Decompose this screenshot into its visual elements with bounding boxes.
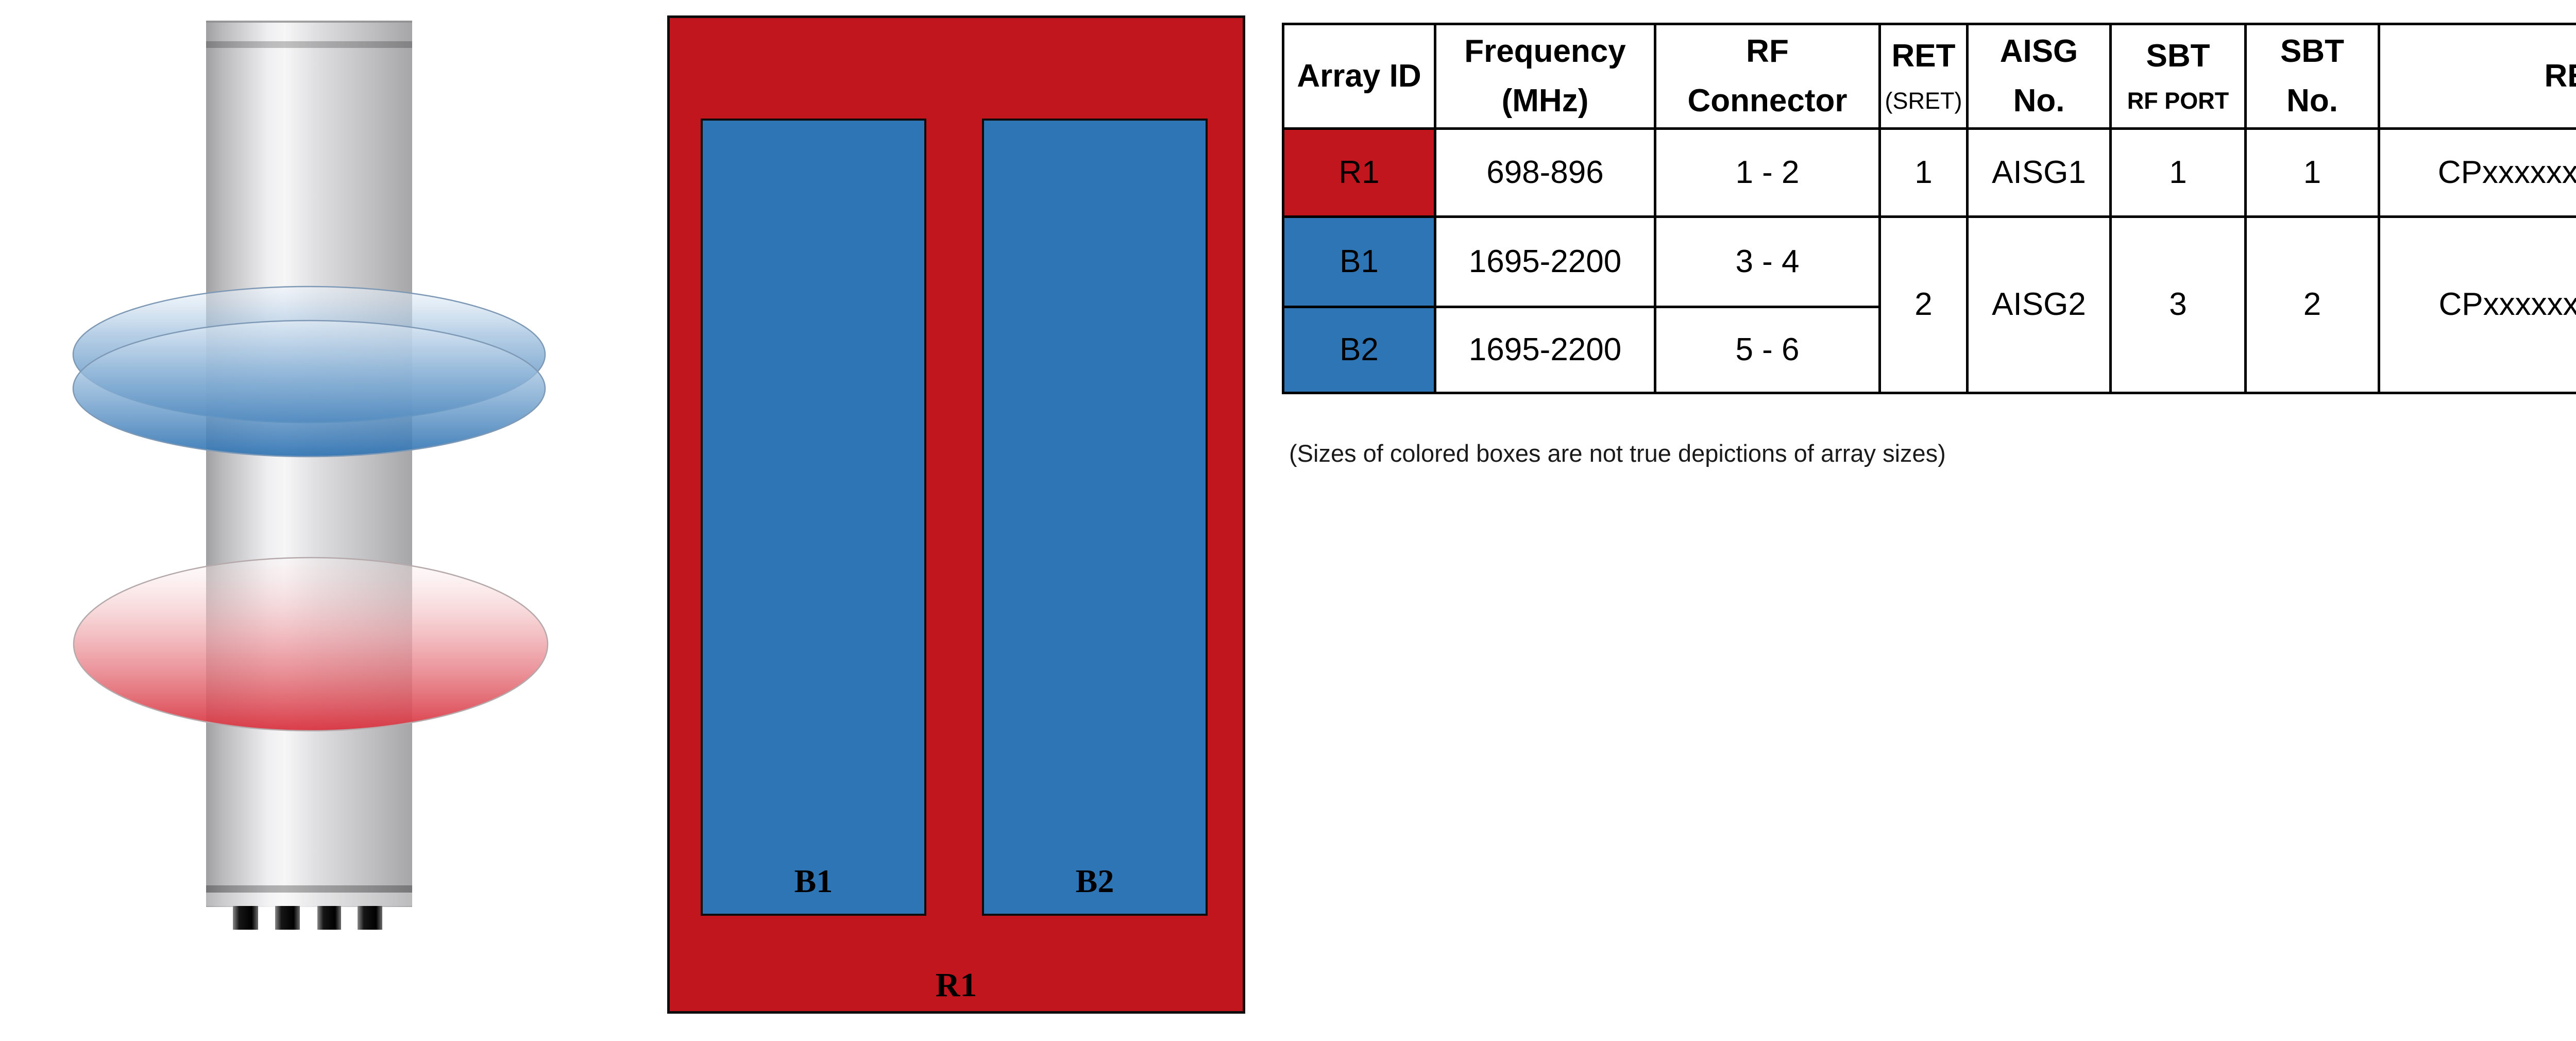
header-frequency-line1: Frequency	[1464, 33, 1626, 69]
header-rf-line2: Connector	[1687, 83, 1848, 119]
cell-frequency-b2: 1695-2200	[1434, 306, 1656, 394]
header-rf-connector: RF Connector	[1654, 23, 1881, 130]
array-config-table: Array ID Frequency (MHz) RF Connector RE…	[1282, 23, 2576, 394]
cell-aisg-r1: AISG1	[1966, 127, 2112, 218]
antenna-top-rim	[206, 41, 412, 48]
header-frequency: Frequency (MHz)	[1434, 23, 1656, 130]
blue-beam-ellipse	[72, 320, 546, 458]
cell-rf-connector-r1: 1 - 2	[1654, 127, 1881, 218]
antenna-foot	[358, 906, 382, 930]
antenna-cylinder	[206, 21, 412, 907]
header-array-id: Array ID	[1282, 23, 1436, 130]
cell-sbt-port-r1: 1	[2109, 127, 2247, 218]
header-ret-uid-label: RET UID	[2544, 58, 2576, 94]
size-disclaimer-note: (Sizes of colored boxes are not true dep…	[1289, 440, 1946, 467]
header-aisg-line1: AISG	[1999, 33, 2078, 69]
header-array-id-label: Array ID	[1297, 58, 1421, 94]
array-box-b2-label: B2	[1075, 863, 1114, 899]
table-row-b2: B2 1695-2200 5 - 6	[1282, 306, 2576, 394]
table-row-r1: R1 698-896 1 - 2 1 AISG1 1 1 CPxxxxxxxxx…	[1282, 127, 2576, 218]
array-box-b1-label: B1	[794, 863, 833, 899]
header-ret-uid: RET UID	[2378, 23, 2576, 130]
cell-rf-connector-b2: 5 - 6	[1654, 306, 1881, 394]
header-sret-line2: (SRET)	[1885, 88, 1962, 114]
antenna-base-band	[206, 893, 412, 906]
header-ret-line1: RET	[1891, 38, 1956, 74]
table-header-row: Array ID Frequency (MHz) RF Connector RE…	[1282, 23, 2576, 130]
cell-ret-r1: 1	[1878, 127, 1969, 218]
cell-ret-uid-r1: CPxxxxxxxxxxxxxxxxR1	[2378, 127, 2576, 218]
cell-aisg-b-merged: AISG2	[1966, 215, 2112, 394]
cell-ret-uid-b-merged: CPxxxxxxxxxxxxxxxxB1	[2378, 215, 2576, 394]
header-frequency-line2: (MHz)	[1501, 83, 1589, 119]
header-sbt-no: SBT No.	[2244, 23, 2380, 130]
table-row-b1: B1 1695-2200 3 - 4 2 AISG2 3 2 CPxxxxxxx…	[1282, 215, 2576, 394]
cell-ret-b-merged: 2	[1878, 215, 1969, 394]
header-rf-line1: RF	[1746, 33, 1789, 69]
cell-sbt-no-b-merged: 2	[2244, 215, 2380, 394]
red-beam-ellipse	[73, 557, 549, 732]
antenna-foot	[275, 906, 300, 930]
cell-array-id-r1: R1	[1282, 127, 1436, 218]
header-sbt-rf-port: SBT RF PORT	[2109, 23, 2247, 130]
cell-array-id-b1: B1	[1282, 215, 1436, 308]
header-sbt-port-line2: RF PORT	[2127, 88, 2229, 114]
array-box-b1: B1	[701, 119, 926, 916]
header-aisg-no: AISG No.	[1966, 23, 2112, 130]
antenna-bottom-rim	[206, 885, 412, 893]
array-box-b2: B2	[982, 119, 1208, 916]
antenna-top-edge	[206, 21, 412, 23]
antenna-foot	[317, 906, 341, 930]
header-ret-sret: RET (SRET)	[1878, 23, 1969, 130]
cell-array-id-b2: B2	[1282, 306, 1436, 394]
header-sbt-no-line1: SBT	[2280, 33, 2344, 69]
cell-frequency-b1: 1695-2200	[1434, 215, 1656, 308]
array-box-r1-label: R1	[935, 966, 977, 1004]
array-box-r1: B1 B2 R1	[667, 15, 1245, 1014]
header-sbt-port-line1: SBT	[2146, 38, 2210, 74]
antenna-illustration	[72, 21, 549, 930]
cell-frequency-r1: 698-896	[1434, 127, 1656, 218]
cell-sbt-no-r1: 1	[2244, 127, 2380, 218]
antenna-foot	[233, 906, 258, 930]
cell-sbt-port-b-merged: 3	[2109, 215, 2247, 394]
header-aisg-line2: No.	[2013, 83, 2065, 119]
cell-rf-connector-b1: 3 - 4	[1654, 215, 1881, 308]
header-sbt-no-line2: No.	[2286, 83, 2338, 119]
